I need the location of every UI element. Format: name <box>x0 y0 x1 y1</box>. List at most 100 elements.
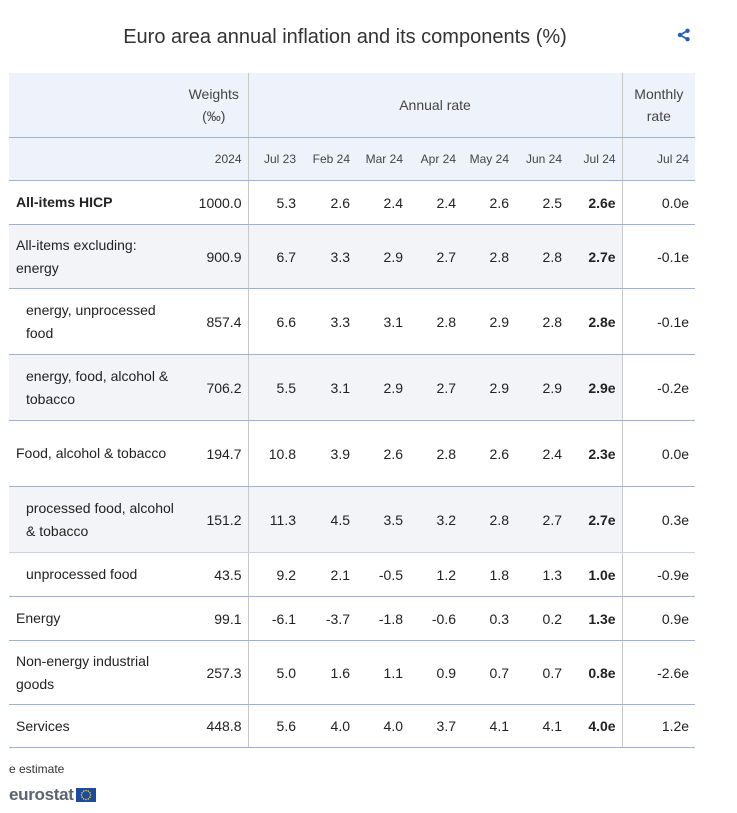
weight-cell: 257.3 <box>180 640 249 705</box>
column-header: Feb 24 <box>302 137 356 181</box>
annual-rate-cell: 5.3 <box>248 180 302 225</box>
row-label: unprocessed food <box>9 552 180 597</box>
annual-rate-cell: 11.3 <box>248 486 302 553</box>
annual-rate-cell: 2.5 <box>515 180 568 225</box>
annual-rate-cell: -1.8 <box>356 596 409 641</box>
column-header: Mar 24 <box>356 137 409 181</box>
monthly-rate-cell: -0.2e <box>622 354 696 421</box>
annual-rate-cell: -3.7 <box>302 596 356 641</box>
weight-cell: 706.2 <box>180 354 249 421</box>
annual-rate-cell: 2.7 <box>515 486 568 553</box>
annual-rate-cell: 2.7 <box>409 354 462 421</box>
annual-rate-cell: 2.3e <box>568 420 623 487</box>
annual-rate-cell: 4.1 <box>462 704 515 748</box>
monthly-rate-cell: -0.1e <box>622 288 696 355</box>
monthly-rate-cell: 0.9e <box>622 596 696 641</box>
annual-rate-cell: 0.2 <box>515 596 568 641</box>
annual-rate-cell: 4.1 <box>515 704 568 748</box>
annual-rate-cell: 0.7 <box>462 640 515 705</box>
annual-rate-cell: 5.6 <box>248 704 302 748</box>
table-row: Energy 99.1 -6.1 -3.7 -1.8 -0.6 0.3 0.2 1.3e 0.9e <box>9 596 696 641</box>
annual-rate-cell: 2.8 <box>462 486 515 553</box>
annual-rate-cell: 0.7 <box>515 640 568 705</box>
row-label: energy, unprocessed food <box>9 288 180 355</box>
monthly-rate-cell: 0.0e <box>622 420 696 487</box>
annual-rate-cell: 10.8 <box>248 420 302 487</box>
annual-rate-cell: 2.6e <box>568 180 623 225</box>
annual-rate-cell: 0.9 <box>409 640 462 705</box>
annual-rate-cell: 3.7 <box>409 704 462 748</box>
annual-rate-cell: 1.3e <box>568 596 623 641</box>
annual-rate-cell: 2.9 <box>356 354 409 421</box>
annual-rate-cell: 3.3 <box>302 224 356 289</box>
column-header: Jul 24 <box>568 137 623 181</box>
annual-rate-cell: 2.4 <box>356 180 409 225</box>
column-header: Jun 24 <box>515 137 568 181</box>
annual-rate-header: Annual rate <box>248 73 623 138</box>
column-header: 2024 <box>180 137 249 181</box>
annual-rate-cell: 4.0 <box>302 704 356 748</box>
annual-rate-cell: 2.9 <box>462 288 515 355</box>
annual-rate-cell: 2.9e <box>568 354 623 421</box>
weights-header: Weights (‰) <box>180 73 249 138</box>
row-label: All-items HICP <box>9 180 180 225</box>
annual-rate-cell: 1.1 <box>356 640 409 705</box>
annual-rate-cell: -0.5 <box>356 552 409 597</box>
monthly-rate-cell: 1.2e <box>622 704 696 748</box>
table-row: energy, food, alcohol & tobacco 706.2 5.5 3… <box>9 354 696 421</box>
annual-rate-cell: 1.0e <box>568 552 623 597</box>
row-label: Services <box>9 704 180 748</box>
table-row: All-items excluding: energy 900.9 6.7 3.3 2.… <box>9 224 696 289</box>
annual-rate-cell: 6.7 <box>248 224 302 289</box>
annual-rate-cell: 3.3 <box>302 288 356 355</box>
annual-rate-cell: 2.7e <box>568 486 623 553</box>
monthly-rate-cell: 0.0e <box>622 180 696 225</box>
weight-cell: 900.9 <box>180 224 249 289</box>
annual-rate-cell: 6.6 <box>248 288 302 355</box>
annual-rate-cell: -0.6 <box>409 596 462 641</box>
annual-rate-cell: 0.3 <box>462 596 515 641</box>
table-row: Non-energy industrial goods 257.3 5.0 1.6 1.… <box>9 640 696 705</box>
column-header: Apr 24 <box>409 137 462 181</box>
inflation-table: Weights (‰) Annual rate Monthly rate 202… <box>9 73 696 748</box>
annual-rate-cell: 3.9 <box>302 420 356 487</box>
annual-rate-cell: 2.4 <box>515 420 568 487</box>
logo-text: eurostat <box>9 785 74 804</box>
weight-cell: 194.7 <box>180 420 249 487</box>
annual-rate-cell: 2.8 <box>409 420 462 487</box>
annual-rate-cell: 2.9 <box>515 354 568 421</box>
eurostat-logo: eurostat <box>9 785 96 804</box>
annual-rate-cell: 3.2 <box>409 486 462 553</box>
annual-rate-cell: 2.8e <box>568 288 623 355</box>
table-row: Food, alcohol & tobacco 194.7 10.8 3.9 2.6 2.… <box>9 420 696 487</box>
annual-rate-cell: 2.1 <box>302 552 356 597</box>
annual-rate-cell: 2.9 <box>356 224 409 289</box>
table-row: All-items HICP 1000.0 5.3 2.6 2.4 2.4 2.6 2.5 2.… <box>9 180 696 225</box>
chart-title: Euro area annual inflation and its compo… <box>123 26 567 48</box>
annual-rate-cell: 2.6 <box>302 180 356 225</box>
annual-rate-cell: 4.0 <box>356 704 409 748</box>
weight-cell: 151.2 <box>180 486 249 553</box>
annual-rate-cell: 2.8 <box>409 288 462 355</box>
monthly-rate-cell: -2.6e <box>622 640 696 705</box>
annual-rate-cell: 2.8 <box>462 224 515 289</box>
weight-cell: 1000.0 <box>180 180 249 225</box>
annual-rate-cell: 4.5 <box>302 486 356 553</box>
weight-cell: 448.8 <box>180 704 249 748</box>
annual-rate-cell: 5.0 <box>248 640 302 705</box>
annual-rate-cell: 5.5 <box>248 354 302 421</box>
table-row: unprocessed food 43.5 9.2 2.1 -0.5 1.2 1.8 1.3 1… <box>9 552 696 597</box>
annual-rate-cell: 2.7 <box>409 224 462 289</box>
annual-rate-cell: 2.6 <box>462 420 515 487</box>
annual-rate-cell: 2.9 <box>462 354 515 421</box>
weight-cell: 857.4 <box>180 288 249 355</box>
table-row: processed food, alcohol & tobacco 151.2 11… <box>9 486 696 553</box>
footnote: e estimate <box>9 762 65 776</box>
share-icon[interactable] <box>676 27 692 43</box>
annual-rate-cell: 0.8e <box>568 640 623 705</box>
annual-rate-cell: 2.6 <box>356 420 409 487</box>
monthly-rate-header: Monthly rate <box>622 73 696 138</box>
monthly-rate-cell: -0.9e <box>622 552 696 597</box>
column-header: Jul 23 <box>248 137 302 181</box>
column-header: May 24 <box>462 137 515 181</box>
